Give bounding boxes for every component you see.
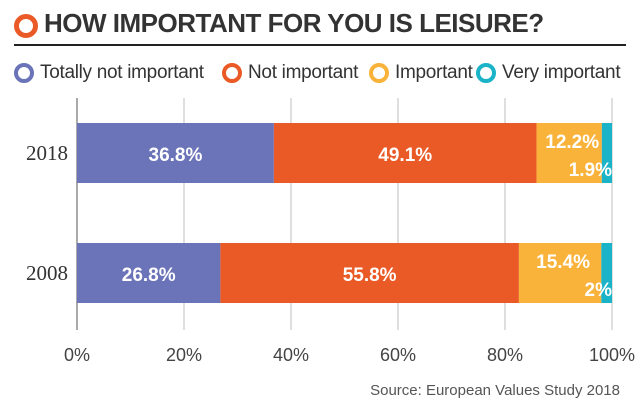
category-label: 2008 xyxy=(26,261,68,285)
data-label: 49.1% xyxy=(378,145,432,166)
legend-label: Not important xyxy=(248,62,359,83)
x-tick-label: 60% xyxy=(380,345,416,365)
bar-segment xyxy=(536,123,602,183)
bar-segment xyxy=(601,123,612,183)
chart-title: HOW IMPORTANT FOR YOU IS LEISURE? xyxy=(44,8,544,38)
stacked-bar-chart: 0% 20% 40% 60% 80% 100% 2018 36.8% 49.1% 12.2% 1.9… xyxy=(26,98,635,365)
data-label: 1.9% xyxy=(569,160,612,181)
x-tick-label: 100% xyxy=(589,345,635,365)
category-label: 2018 xyxy=(26,141,68,165)
legend-item: Totally not important xyxy=(14,58,204,88)
legend-item: Important xyxy=(369,58,473,88)
legend-ring-icon xyxy=(369,63,389,83)
legend-ring-icon xyxy=(14,63,34,83)
bar-segment xyxy=(273,123,537,183)
data-label: 2% xyxy=(585,280,613,301)
bar-segment xyxy=(518,243,602,303)
data-label: 26.8% xyxy=(122,265,176,286)
data-label: 55.8% xyxy=(343,265,397,286)
legend-label: Important xyxy=(395,62,473,83)
legend-label: Very important xyxy=(502,62,621,83)
x-tick-label: 20% xyxy=(166,345,202,365)
legend-item: Not important xyxy=(222,58,358,88)
legend-label: Totally not important xyxy=(40,62,204,83)
data-label: 15.4% xyxy=(536,252,590,273)
bar-segment xyxy=(77,123,274,183)
bar-segment xyxy=(220,243,519,303)
bar-segment xyxy=(601,243,612,303)
bar-segment xyxy=(77,243,221,303)
chart-header: HOW IMPORTANT FOR YOU IS LEISURE? xyxy=(14,4,626,46)
x-tick-label: 80% xyxy=(487,345,523,365)
legend-ring-icon xyxy=(222,63,242,83)
source-note: Source: European Values Study 2018 xyxy=(370,382,620,399)
x-tick-label: 40% xyxy=(273,345,309,365)
data-label: 36.8% xyxy=(149,145,203,166)
legend-ring-icon xyxy=(476,63,496,83)
legend: Totally not important Not important Import… xyxy=(14,58,630,88)
legend-item: Very important xyxy=(476,58,621,88)
data-label: 12.2% xyxy=(545,132,599,153)
title-ring-icon xyxy=(14,14,38,38)
x-tick-label: 0% xyxy=(64,345,90,365)
